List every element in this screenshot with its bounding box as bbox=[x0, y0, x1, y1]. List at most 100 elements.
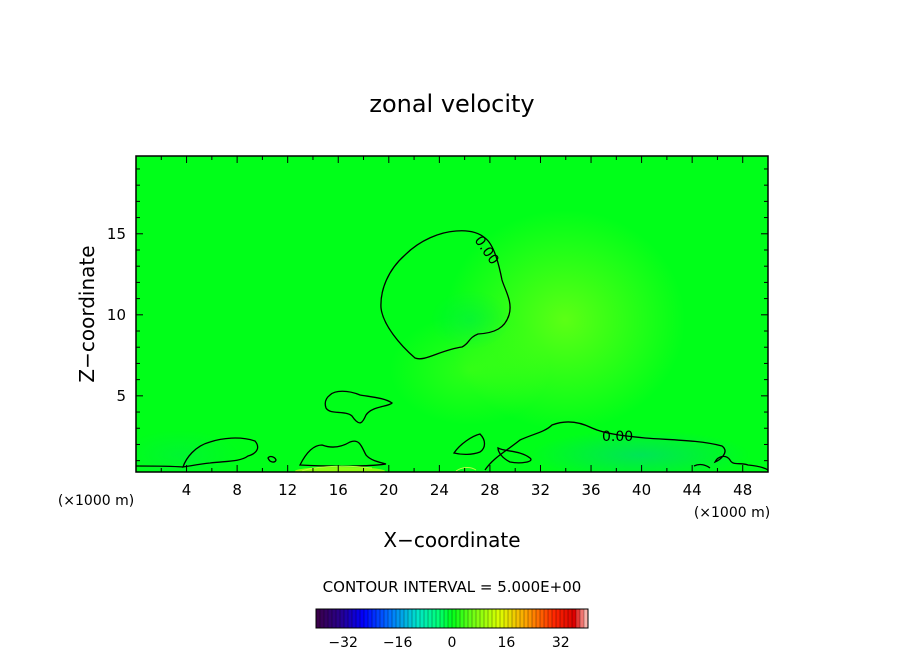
x-tick-labels: 4 8 12 16 20 24 28 32 36 40 44 48 bbox=[182, 481, 752, 499]
x-tick-label: 4 bbox=[182, 481, 192, 499]
colorbar-cell bbox=[576, 609, 581, 628]
colorbar-cell bbox=[324, 609, 329, 628]
colorbar-cell bbox=[440, 609, 445, 628]
x-tick-label: 28 bbox=[480, 481, 499, 499]
colorbar-cell bbox=[372, 609, 377, 628]
contour-right-inner bbox=[497, 446, 532, 464]
y-tick-label: 15 bbox=[107, 225, 126, 243]
x-tick-label: 40 bbox=[632, 481, 651, 499]
colorbar-cell bbox=[548, 609, 553, 628]
colorbar-cell bbox=[448, 609, 453, 628]
colorbar-cell bbox=[404, 609, 409, 628]
colorbar-tick-label: 0 bbox=[448, 635, 457, 651]
colorbar-cell bbox=[544, 609, 549, 628]
colorbar-cell bbox=[412, 609, 417, 628]
plot-frame bbox=[135, 155, 769, 473]
colorbar-cell bbox=[444, 609, 449, 628]
contour-surface-positive-2 bbox=[455, 467, 477, 472]
colorbar-cell bbox=[420, 609, 425, 628]
colorbar-cell bbox=[392, 609, 397, 628]
colorbar-cell bbox=[560, 609, 565, 628]
warm-patch-2 bbox=[390, 315, 550, 425]
x-tick-label: 8 bbox=[232, 481, 242, 499]
colorbar-cell bbox=[364, 609, 369, 628]
colorbar-tick-label: 32 bbox=[552, 635, 570, 651]
cool-patch-3 bbox=[430, 290, 510, 350]
contour-right bbox=[484, 421, 768, 471]
colorbar-cell bbox=[532, 609, 537, 628]
colorbar-cell bbox=[388, 609, 393, 628]
x-axis-label: X−coordinate bbox=[383, 528, 520, 552]
y-axis-label: Z−coordinate bbox=[75, 245, 99, 382]
colorbar-cell bbox=[380, 609, 385, 628]
colorbar-cell bbox=[520, 609, 525, 628]
contour-blob-mid bbox=[324, 390, 394, 424]
y-tick-label: 10 bbox=[107, 306, 126, 324]
contour-label-lower: 0.00 bbox=[602, 429, 633, 445]
colorbar-cell bbox=[336, 609, 341, 628]
x-tick-label: 20 bbox=[379, 481, 398, 499]
colorbar-cell bbox=[368, 609, 373, 628]
colorbar-labels: −32 −16 0 16 32 bbox=[328, 635, 569, 651]
x-axis-unit-left: (×1000 m) bbox=[58, 493, 134, 509]
colorbar-cell bbox=[460, 609, 465, 628]
colorbar bbox=[315, 609, 589, 628]
colorbar-cell bbox=[352, 609, 357, 628]
colorbar-cell bbox=[416, 609, 421, 628]
x-tick-label: 48 bbox=[733, 481, 752, 499]
colorbar-cell bbox=[472, 609, 477, 628]
colorbar-cell bbox=[508, 609, 513, 628]
colorbar-cell bbox=[484, 609, 489, 628]
colorbar-cell bbox=[480, 609, 485, 628]
colorbar-cell bbox=[552, 609, 557, 628]
colorbar-cell bbox=[528, 609, 533, 628]
axis-ticks bbox=[136, 156, 768, 472]
colorbar-cell bbox=[384, 609, 389, 628]
surface-warm-strip bbox=[295, 467, 385, 472]
x-tick-label: 32 bbox=[531, 481, 550, 499]
cool-patch bbox=[530, 430, 750, 472]
colorbar-cell bbox=[332, 609, 337, 628]
colorbar-cell bbox=[468, 609, 473, 628]
colorbar-cell bbox=[572, 609, 577, 628]
colorbar-cell bbox=[340, 609, 345, 628]
contour-small-b bbox=[452, 433, 486, 456]
x-tick-label: 24 bbox=[430, 481, 449, 499]
contour-center-low bbox=[298, 440, 387, 467]
contour-interval-label: CONTOUR INTERVAL = 5.000E+00 bbox=[323, 578, 582, 596]
contour-small-a bbox=[267, 455, 277, 463]
y-tick-labels: 5 10 15 bbox=[107, 225, 126, 405]
colorbar-cell bbox=[524, 609, 529, 628]
colorbar-cell bbox=[500, 609, 505, 628]
colorbar-tick-label: −16 bbox=[383, 635, 413, 651]
x-tick-label: 44 bbox=[683, 481, 702, 499]
contour-surface-left bbox=[136, 465, 184, 468]
colorbar-cell bbox=[328, 609, 333, 628]
colorbar-cell bbox=[536, 609, 541, 628]
colorbar-cell bbox=[564, 609, 569, 628]
colorbar-cell bbox=[540, 609, 545, 628]
colorbar-cell bbox=[356, 609, 361, 628]
chart-title: zonal velocity bbox=[369, 90, 534, 118]
colorbar-cell bbox=[476, 609, 481, 628]
colorbar-cell bbox=[424, 609, 429, 628]
colorbar-cell bbox=[496, 609, 501, 628]
colorbar-cell bbox=[400, 609, 405, 628]
colorbar-tick-label: −32 bbox=[328, 635, 358, 651]
colorbar-cell bbox=[584, 609, 589, 628]
colorbar-cell bbox=[568, 609, 573, 628]
x-tick-label: 12 bbox=[278, 481, 297, 499]
colorbar-cell bbox=[320, 609, 325, 628]
colorbar-cell bbox=[580, 609, 585, 628]
colorbar-cell bbox=[556, 609, 561, 628]
colorbar-cell bbox=[376, 609, 381, 628]
colorbar-cell bbox=[432, 609, 437, 628]
y-tick-label: 5 bbox=[116, 387, 126, 405]
x-tick-label: 16 bbox=[329, 481, 348, 499]
colorbar-tick-label: 16 bbox=[497, 635, 515, 651]
colorbar-cell bbox=[488, 609, 493, 628]
contour-surface-positive bbox=[301, 465, 373, 472]
colorbar-cell bbox=[516, 609, 521, 628]
colorbar-cell bbox=[428, 609, 433, 628]
